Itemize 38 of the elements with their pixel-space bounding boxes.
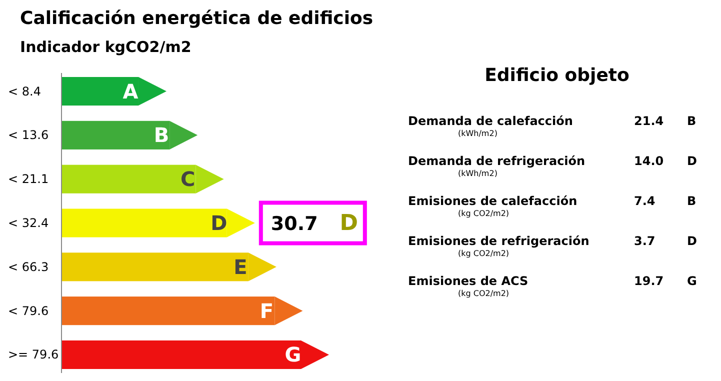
annotation: E <box>234 254 248 279</box>
text: B <box>687 194 696 208</box>
y-tick-label: < 66.3 <box>8 260 49 274</box>
text: 3.7 <box>634 234 656 248</box>
annotation: 30.7 D <box>270 211 358 236</box>
text: (kWh/m2) <box>458 129 498 138</box>
y-tick-label: < 79.6 <box>8 304 49 318</box>
y-tick-label: < 32.4 <box>8 216 49 230</box>
text: Demanda de calefacción <box>408 114 573 128</box>
text: D <box>687 234 697 248</box>
text: Edificio objeto <box>484 65 630 86</box>
text: Emisiones de calefacción <box>408 194 578 208</box>
annotation: C <box>180 167 196 192</box>
text: 21.4 <box>634 114 664 128</box>
text: G <box>687 274 697 288</box>
text: D <box>687 154 697 168</box>
text: Demanda de refrigeración <box>408 154 586 168</box>
text: Emisiones de refrigeración <box>408 234 590 248</box>
y-tick-label: < 13.6 <box>8 128 49 142</box>
y-tick-label: < 8.4 <box>8 84 41 98</box>
text: 7.4 <box>634 194 656 208</box>
chart-title: Calificación energética de edificios <box>20 8 374 29</box>
text: (kWh/m2) <box>458 169 498 178</box>
text: (kg CO2/m2) <box>458 209 510 218</box>
y-tick-label: >= 79.6 <box>8 348 59 362</box>
annotation: B <box>154 123 170 148</box>
text: (kg CO2/m2) <box>458 289 510 298</box>
text: 14.0 <box>634 154 664 168</box>
annotation: G <box>284 342 302 367</box>
text: B <box>687 114 696 128</box>
text: 19.7 <box>634 274 664 288</box>
text: (kg CO2/m2) <box>458 249 510 258</box>
text: Emisiones de ACS <box>408 274 528 288</box>
chart-subtitle: Indicador kgCO2/m2 <box>20 38 192 56</box>
annotation: D <box>210 211 228 235</box>
annotation: F <box>260 298 274 323</box>
annotation: A <box>122 79 139 104</box>
y-tick-label: < 21.1 <box>8 172 49 186</box>
